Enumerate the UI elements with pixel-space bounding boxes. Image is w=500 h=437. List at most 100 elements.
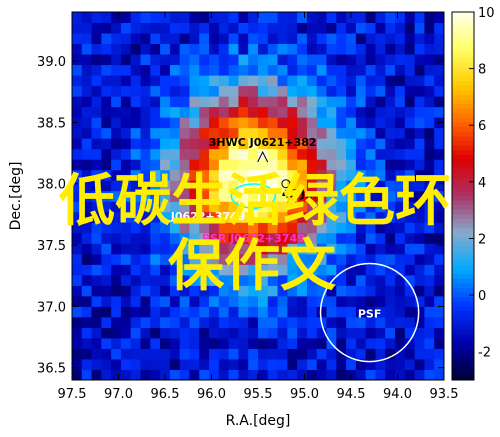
heatmap-cell (160, 138, 171, 150)
heatmap-cell (72, 12, 83, 24)
colorbar-segment (452, 35, 474, 41)
source-label: 3HWC J0621+382 (209, 136, 317, 149)
heatmap-cell (179, 54, 190, 66)
x-tick-label: 97.0 (104, 387, 133, 402)
heatmap-cell (375, 348, 386, 360)
heatmap-cell (179, 274, 190, 286)
heatmap-cell (218, 12, 230, 24)
heatmap-cell (287, 96, 298, 108)
heatmap-cell (209, 327, 220, 339)
heatmap-cell (326, 190, 337, 202)
heatmap-cell (316, 127, 328, 139)
heatmap-cell (404, 96, 416, 108)
heatmap-cell (209, 106, 220, 118)
heatmap-cell (101, 75, 112, 87)
heatmap-cell (346, 232, 357, 244)
heatmap-cell (385, 148, 396, 160)
heatmap-cell (199, 358, 210, 370)
heatmap-cell (238, 190, 249, 202)
heatmap-cell (150, 159, 161, 171)
heatmap-cell (160, 358, 171, 370)
heatmap-cell (130, 12, 142, 24)
heatmap-cell (72, 201, 83, 213)
heatmap-cell (404, 285, 416, 297)
heatmap-cell (130, 64, 142, 76)
heatmap-cell (81, 138, 93, 150)
heatmap-cell (355, 190, 367, 202)
heatmap-cell (179, 159, 190, 171)
source-markers: 3HWC J0621+382 4F J... J0622+3749 PSR J0622… (170, 136, 420, 363)
heatmap-cell (218, 190, 230, 202)
heatmap-cell (228, 211, 239, 223)
heatmap-cell (199, 148, 210, 160)
colorbar-tick-label: 10 (478, 6, 495, 21)
heatmap-cell (326, 12, 337, 24)
heatmap-cell (365, 211, 376, 223)
heatmap-cell (355, 85, 367, 97)
heatmap-cell (130, 201, 142, 213)
heatmap-cell (218, 211, 230, 223)
heatmap-cell (91, 264, 102, 276)
heatmap-cell (316, 348, 328, 360)
heatmap-cell (404, 295, 416, 307)
heatmap-cell (375, 43, 386, 55)
heatmap-cell (267, 85, 279, 97)
heatmap-cell (81, 12, 93, 24)
heatmap-cell (267, 117, 279, 129)
heatmap-cell (189, 180, 200, 192)
heatmap-cell (130, 159, 142, 171)
heatmap-cell (414, 327, 425, 339)
heatmap-cell (111, 33, 122, 45)
heatmap-cell (258, 64, 269, 76)
heatmap-cell (346, 64, 357, 76)
colorbar-segment (452, 251, 474, 257)
heatmap-cell (424, 327, 435, 339)
heatmap-cell (277, 243, 288, 255)
heatmap-cell (414, 117, 425, 129)
heatmap-cell (150, 127, 161, 139)
heatmap-cell (287, 148, 298, 160)
heatmap-cell (169, 127, 181, 139)
heatmap-cell (375, 232, 386, 244)
heatmap-cell (228, 127, 239, 139)
heatmap-cell (238, 285, 249, 297)
heatmap-cell (101, 306, 112, 318)
colorbar-segment (452, 71, 474, 77)
heatmap-cell (404, 327, 416, 339)
heatmap-cell (120, 138, 132, 150)
heatmap-cell (179, 180, 190, 192)
heatmap-cell (111, 190, 122, 202)
heatmap-cell (101, 138, 112, 150)
heatmap-cell (365, 274, 376, 286)
heatmap-cell (130, 85, 142, 97)
heatmap-cell (316, 190, 328, 202)
heatmap-cell (277, 327, 288, 339)
heatmap-cell (385, 180, 396, 192)
heatmap-cell (316, 274, 328, 286)
heatmap-cell (316, 85, 328, 97)
y-tick-label: 38.0 (37, 178, 66, 193)
heatmap-cell (434, 243, 445, 255)
heatmap-cell (306, 243, 318, 255)
heatmap-cell (297, 106, 308, 118)
heatmap-cell (414, 264, 425, 276)
heatmap-cell (140, 232, 151, 244)
heatmap-cell (140, 316, 151, 328)
heatmap-cell (101, 169, 112, 181)
heatmap-cell (277, 285, 288, 297)
heatmap-cell (355, 64, 367, 76)
heatmap-cell (297, 190, 308, 202)
heatmap-cell (179, 106, 190, 118)
heatmap-cell (160, 295, 171, 307)
heatmap-cell (72, 243, 83, 255)
heatmap-cell (306, 253, 318, 265)
colorbar-segment (452, 352, 474, 358)
heatmap-cell (297, 127, 308, 139)
heatmap-cell (316, 148, 328, 160)
heatmap-cell (101, 274, 112, 286)
heatmap-cell (375, 96, 386, 108)
heatmap-cell (267, 159, 279, 171)
heatmap-cell (395, 211, 406, 223)
heatmap-cell (179, 232, 190, 244)
heatmap-cell (277, 211, 288, 223)
